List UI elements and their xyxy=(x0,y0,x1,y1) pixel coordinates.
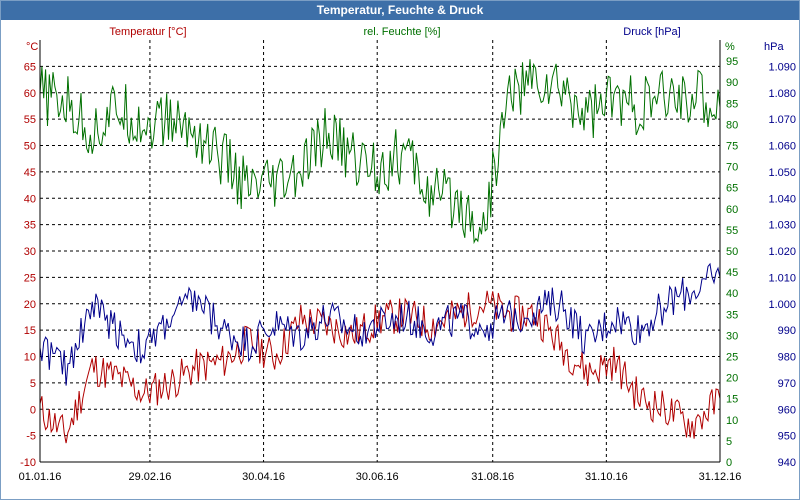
pressure-tick-label: 1.070 xyxy=(768,114,796,126)
temperature-tick-label: -10 xyxy=(20,457,36,469)
humidity-tick-label: 40 xyxy=(726,288,738,300)
temperature-tick-label: 40 xyxy=(24,193,36,205)
x-tick-label: 31.08.16 xyxy=(471,471,514,483)
x-tick-label: 30.04.16 xyxy=(242,471,285,483)
humidity-tick-label: 25 xyxy=(726,352,738,364)
pressure-tick-label: 940 xyxy=(778,457,796,469)
temperature-axis-title: Temperatur [°C] xyxy=(109,26,186,38)
humidity-tick-label: 30 xyxy=(726,330,738,342)
series-layer xyxy=(39,59,721,444)
pressure-tick-label: 990 xyxy=(778,325,796,337)
x-tick-label: 30.06.16 xyxy=(356,471,399,483)
humidity-tick-label: 15 xyxy=(726,394,738,406)
x-tick-label: 31.10.16 xyxy=(585,471,628,483)
pressure-axis-title: Druck [hPa] xyxy=(623,26,680,38)
axis-layer: 01.01.16 29.02.16 30.04.16 30.06.16 31.08.16… xyxy=(19,40,796,483)
pressure-tick-label: 1.090 xyxy=(768,61,796,73)
humidity-tick-label: 45 xyxy=(726,267,738,279)
temperature-tick-label: 45 xyxy=(24,167,36,179)
temperature-tick-label: 55 xyxy=(24,114,36,126)
humidity-tick-label: 95 xyxy=(726,56,738,68)
humidity-tick-label: 85 xyxy=(726,98,738,110)
temperature-tick-label: 50 xyxy=(24,141,36,153)
humidity-tick-label: 80 xyxy=(726,119,738,131)
temperature-tick-label: 15 xyxy=(24,325,36,337)
pressure-tick-label: 1.020 xyxy=(768,246,796,258)
humidity-unit: % xyxy=(725,41,735,53)
humidity-tick-label: 5 xyxy=(726,436,732,448)
chart-title: Temperatur, Feuchte & Druck xyxy=(1,1,799,20)
temperature-tick-label: 5 xyxy=(30,378,36,390)
temperature-tick-label: 25 xyxy=(24,272,36,284)
pressure-unit: hPa xyxy=(764,41,784,53)
temperature-tick-label: 20 xyxy=(24,299,36,311)
temperature-unit: °C xyxy=(26,41,38,53)
humidity-tick-label: 20 xyxy=(726,373,738,385)
humidity-tick-label: 65 xyxy=(726,183,738,195)
x-tick-label: 01.01.16 xyxy=(19,471,62,483)
humidity-tick-label: 90 xyxy=(726,77,738,89)
pressure-tick-label: 1.030 xyxy=(768,220,796,232)
temperature-tick-label: -5 xyxy=(26,431,36,443)
pressure-tick-label: 950 xyxy=(778,431,796,443)
pressure-tick-label: 970 xyxy=(778,378,796,390)
pressure-tick-label: 1.040 xyxy=(768,193,796,205)
humidity-tick-label: 70 xyxy=(726,162,738,174)
humidity-series-line xyxy=(39,59,721,245)
x-tick-label: 29.02.16 xyxy=(129,471,172,483)
pressure-tick-label: 1.080 xyxy=(768,88,796,100)
x-tick-label: 31.12.16 xyxy=(699,471,742,483)
temperature-series-line xyxy=(39,290,721,444)
temperature-tick-label: 0 xyxy=(30,404,36,416)
temperature-tick-label: 30 xyxy=(24,246,36,258)
temperature-tick-label: 35 xyxy=(24,220,36,232)
humidity-tick-label: 60 xyxy=(726,204,738,216)
pressure-tick-label: 1.060 xyxy=(768,141,796,153)
humidity-tick-label: 75 xyxy=(726,141,738,153)
pressure-tick-label: 960 xyxy=(778,404,796,416)
humidity-tick-label: 55 xyxy=(726,225,738,237)
humidity-tick-label: 0 xyxy=(726,457,732,469)
pressure-tick-label: 980 xyxy=(778,352,796,364)
humidity-axis-title: rel. Feuchte [%] xyxy=(363,26,440,38)
pressure-tick-label: 1.010 xyxy=(768,272,796,284)
humidity-tick-label: 50 xyxy=(726,246,738,258)
pressure-tick-label: 1.000 xyxy=(768,299,796,311)
temperature-tick-label: 10 xyxy=(24,352,36,364)
pressure-tick-label: 1.050 xyxy=(768,167,796,179)
humidity-tick-label: 35 xyxy=(726,309,738,321)
temperature-tick-label: 65 xyxy=(24,61,36,73)
humidity-tick-label: 10 xyxy=(726,415,738,427)
pressure-series-line xyxy=(39,262,721,386)
temperature-tick-label: 60 xyxy=(24,88,36,100)
